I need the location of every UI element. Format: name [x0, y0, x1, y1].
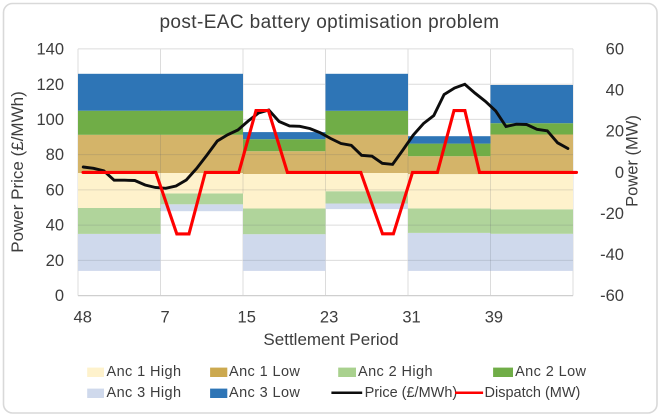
svg-text:20: 20: [46, 252, 64, 270]
svg-text:-60: -60: [600, 287, 624, 305]
svg-text:60: 60: [46, 182, 64, 200]
svg-text:31: 31: [402, 308, 420, 326]
svg-text:100: 100: [36, 111, 64, 129]
svg-text:40: 40: [46, 217, 64, 235]
svg-text:23: 23: [320, 308, 338, 326]
svg-text:Anc 2 Low: Anc 2 Low: [515, 364, 586, 380]
svg-text:Power (MW): Power (MW): [624, 115, 642, 207]
svg-text:post-EAC battery optimisation: post-EAC battery optimisation problem: [159, 12, 499, 33]
svg-text:Anc 3 High: Anc 3 High: [107, 385, 182, 401]
svg-text:7: 7: [161, 308, 170, 326]
svg-text:Dispatch (MW): Dispatch (MW): [485, 385, 581, 401]
svg-text:-20: -20: [600, 205, 624, 223]
svg-text:-40: -40: [600, 246, 624, 264]
svg-text:0: 0: [55, 287, 64, 305]
svg-text:15: 15: [238, 308, 256, 326]
svg-text:Settlement Period: Settlement Period: [263, 330, 398, 349]
svg-text:20: 20: [606, 123, 624, 141]
svg-text:40: 40: [606, 82, 624, 100]
svg-text:0: 0: [615, 164, 624, 182]
svg-text:Anc 2 High: Anc 2 High: [358, 364, 433, 380]
svg-text:Price (£/MWh): Price (£/MWh): [365, 385, 458, 401]
svg-text:120: 120: [36, 76, 64, 94]
svg-text:80: 80: [46, 146, 64, 164]
svg-text:39: 39: [485, 308, 503, 326]
svg-text:Power Price (£/MWh): Power Price (£/MWh): [8, 91, 27, 253]
svg-text:48: 48: [74, 308, 92, 326]
svg-text:Anc 1 High: Anc 1 High: [107, 364, 182, 380]
svg-text:Anc 3 Low: Anc 3 Low: [229, 385, 300, 401]
svg-text:60: 60: [606, 40, 624, 58]
svg-text:Anc 1 Low: Anc 1 Low: [229, 364, 300, 380]
svg-text:140: 140: [36, 40, 64, 58]
